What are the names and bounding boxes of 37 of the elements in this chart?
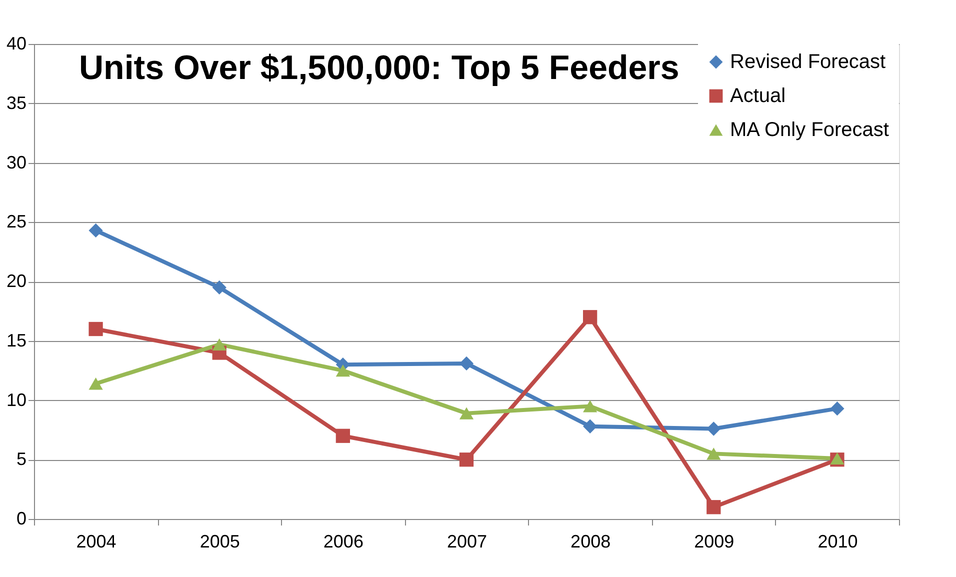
- x-tick-label: 2007: [446, 532, 488, 552]
- y-tick-label: 10: [6, 390, 26, 410]
- point: [583, 310, 598, 324]
- point: [88, 322, 103, 336]
- x-tick-label: 2006: [323, 532, 364, 552]
- point: [336, 428, 350, 443]
- point: [212, 280, 226, 295]
- y-tick-label: 5: [16, 449, 26, 470]
- x-tick-label: 2010: [818, 532, 858, 552]
- legend-label: MA Only Forecast: [730, 119, 890, 141]
- point: [459, 356, 474, 371]
- point: [583, 419, 598, 434]
- point: [706, 422, 721, 436]
- x-tick-label: 2005: [200, 532, 240, 552]
- point: [830, 401, 844, 416]
- x-tick-label: 2009: [694, 532, 734, 552]
- x-tick-label: 2004: [76, 532, 116, 552]
- y-tick-label: 35: [6, 92, 26, 113]
- y-tick-label: 15: [6, 330, 26, 350]
- chart-title: Units Over $1,500,000: Top 5 Feeders: [79, 49, 680, 87]
- point: [706, 500, 721, 514]
- point: [706, 448, 721, 460]
- y-tick-label: 0: [16, 508, 26, 528]
- x-tick-label: 2008: [570, 532, 611, 552]
- y-tick-label: 25: [6, 212, 26, 232]
- point: [583, 400, 598, 412]
- point: [88, 378, 103, 390]
- y-tick-label: 30: [6, 152, 26, 172]
- legend-label: Actual: [730, 85, 786, 107]
- point: [459, 407, 474, 420]
- point: [336, 364, 350, 377]
- point: [212, 338, 226, 351]
- point: [459, 452, 474, 467]
- legend-label: Revised Forecast: [730, 51, 886, 73]
- y-tick-label: 20: [6, 271, 26, 291]
- y-tick-label: 40: [6, 34, 26, 54]
- point: [88, 223, 103, 238]
